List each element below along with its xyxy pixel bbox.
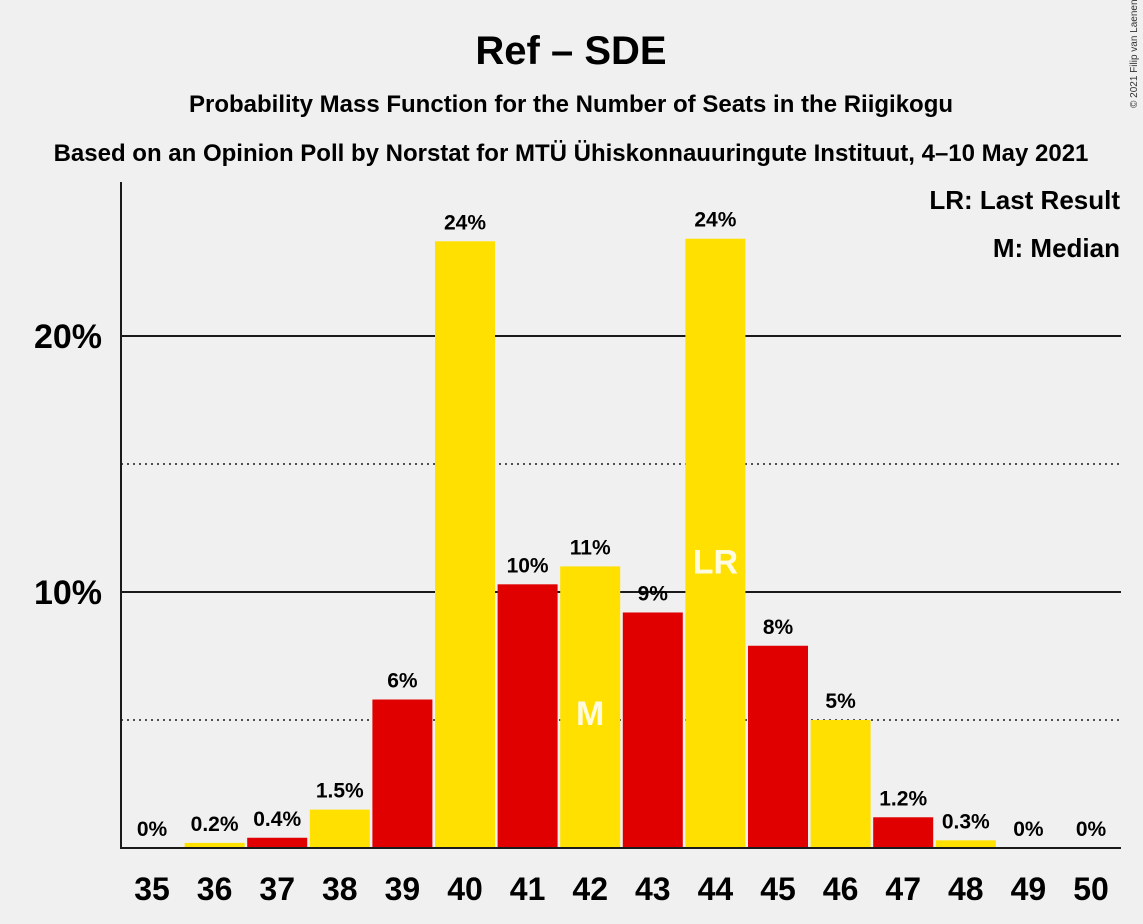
bars-group xyxy=(184,238,996,849)
bar-46 xyxy=(810,720,871,848)
data-label-49: 0% xyxy=(1013,818,1044,841)
x-tick-labels-group: 35 36 37 38 39 40 41 42 43 44 45 46 47 48 49 50 xyxy=(134,871,1109,907)
data-label-45: 8% xyxy=(763,616,794,639)
x-tick-35: 35 xyxy=(134,871,170,907)
bar-36 xyxy=(184,842,245,848)
x-tick-44: 44 xyxy=(698,871,734,907)
data-label-40: 24% xyxy=(444,211,486,234)
x-tick-40: 40 xyxy=(447,871,483,907)
x-tick-38: 38 xyxy=(322,871,358,907)
x-tick-47: 47 xyxy=(885,871,921,907)
bar-39 xyxy=(372,699,433,848)
bar-48 xyxy=(935,840,996,848)
copyright-text: © 2021 Filip van Laenen xyxy=(1129,0,1140,108)
data-label-37: 0.4% xyxy=(253,808,301,831)
chart-subtitle-poll: Based on an Opinion Poll by Norstat for … xyxy=(54,140,1089,167)
bar-43 xyxy=(622,612,683,848)
marker-lr: LR xyxy=(693,544,738,582)
legend-median: M: Median xyxy=(993,233,1120,263)
bar-45 xyxy=(748,645,808,848)
x-tick-39: 39 xyxy=(385,871,421,907)
bar-47 xyxy=(873,817,934,848)
bar-37 xyxy=(247,837,308,848)
data-label-46: 5% xyxy=(825,690,856,713)
x-tick-36: 36 xyxy=(197,871,233,907)
data-label-39: 6% xyxy=(387,670,418,693)
y-tick-label: 20% xyxy=(34,318,102,356)
bar-38 xyxy=(309,809,370,848)
data-label-47: 1.2% xyxy=(879,787,927,810)
x-tick-50: 50 xyxy=(1073,871,1109,907)
chart-subtitle: Probability Mass Function for the Number… xyxy=(189,91,953,118)
data-labels-group: 0% 0.2% 0.4% 1.5% 6% 24% 10% 11% 9% 24% 8% 5% 1.2% 0.… xyxy=(137,209,1107,841)
y-tick-labels-group: 10% 20% xyxy=(34,318,102,612)
x-tick-43: 43 xyxy=(635,871,671,907)
x-tick-48: 48 xyxy=(948,871,984,907)
x-tick-42: 42 xyxy=(572,871,608,907)
data-label-35: 0% xyxy=(137,818,168,841)
x-tick-49: 49 xyxy=(1011,871,1047,907)
x-tick-45: 45 xyxy=(760,871,796,907)
bar-42 xyxy=(560,566,621,848)
bar-44 xyxy=(685,238,746,849)
bar-40 xyxy=(435,241,495,848)
x-tick-37: 37 xyxy=(259,871,295,907)
x-tick-46: 46 xyxy=(823,871,859,907)
x-tick-41: 41 xyxy=(510,871,546,907)
data-label-44: 24% xyxy=(694,209,736,232)
data-label-43: 9% xyxy=(638,582,669,605)
chart-title: Ref – SDE xyxy=(475,29,666,73)
data-label-48: 0.3% xyxy=(942,810,990,833)
gridlines xyxy=(121,335,1121,721)
data-label-42: 11% xyxy=(570,536,611,559)
legend-last-result: LR: Last Result xyxy=(929,185,1120,215)
data-label-36: 0.2% xyxy=(191,813,239,836)
data-label-50: 0% xyxy=(1076,818,1107,841)
y-tick-label: 10% xyxy=(34,574,102,612)
data-label-41: 10% xyxy=(507,554,549,577)
data-label-38: 1.5% xyxy=(316,780,364,803)
bar-41 xyxy=(497,584,558,848)
marker-m: M xyxy=(576,695,604,733)
